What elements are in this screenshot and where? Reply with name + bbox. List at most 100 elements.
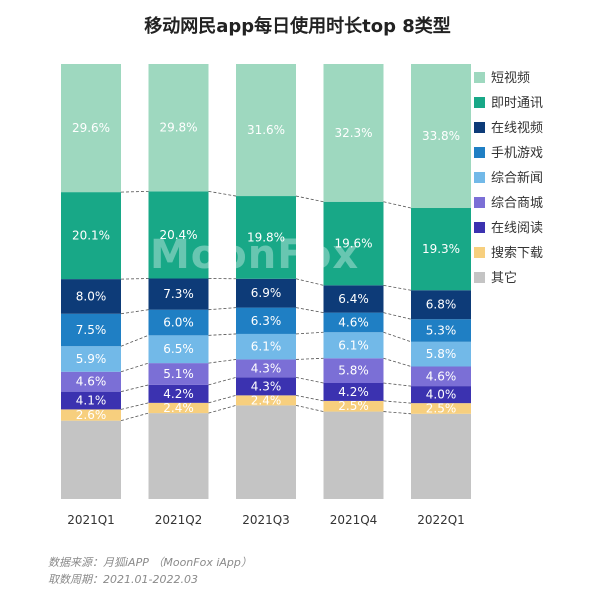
data-label-2021Q3-综合新闻: 6.1% <box>251 340 282 354</box>
connector-2021Q3-其它 <box>295 405 324 412</box>
bar-segment-2021Q1-在线视频 <box>61 279 121 314</box>
data-label-2021Q1-即时通讯: 20.1% <box>72 229 110 243</box>
bar-segment-2021Q2-在线阅读 <box>148 384 209 403</box>
data-label-2022Q1-在线阅读: 4.0% <box>426 388 457 402</box>
connector-2021Q4-搜索下载 <box>383 400 412 404</box>
legend-label-搜索下载: 搜索下载 <box>491 246 543 261</box>
bar-segment-2021Q2-其它 <box>148 413 209 499</box>
bar-segment-2022Q1-即时通讯 <box>411 208 471 291</box>
data-label-2021Q1-综合商城: 4.6% <box>76 375 107 389</box>
connector-2021Q3-在线阅读 <box>295 377 324 384</box>
data-label-2021Q1-综合新闻: 5.9% <box>76 352 107 366</box>
legend-label-其它: 其它 <box>491 270 517 286</box>
data-label-2021Q1-搜索下载: 2.6% <box>76 408 107 422</box>
data-label-2021Q2-综合新闻: 6.5% <box>163 342 194 356</box>
bar-segment-2021Q4-在线视频 <box>323 285 384 313</box>
data-label-2021Q2-在线视频: 7.3% <box>163 287 194 301</box>
data-label-2022Q1-手机游戏: 5.3% <box>426 323 457 337</box>
bar-segment-2021Q1-手机游戏 <box>61 313 121 347</box>
data-label-2022Q1-在线视频: 6.8% <box>426 298 457 312</box>
connector-2021Q4-其它 <box>383 411 412 415</box>
connector-2021Q1-在线阅读 <box>120 384 149 393</box>
bar-segment-2021Q4-综合新闻 <box>323 332 384 359</box>
legend-label-综合新闻: 综合新闻 <box>491 170 543 186</box>
connector-2021Q2-其它 <box>208 405 237 414</box>
connector-2021Q3-综合新闻 <box>295 331 324 335</box>
data-label-2021Q2-短视频: 29.8% <box>159 121 197 135</box>
bar-segment-2021Q2-综合商城 <box>148 363 209 385</box>
data-label-2021Q3-在线视频: 6.9% <box>251 286 282 300</box>
bar-segment-2021Q2-在线视频 <box>148 278 209 310</box>
x-tick-2022Q1: 2022Q1 <box>417 513 465 527</box>
bar-segment-2021Q3-搜索下载 <box>236 395 296 406</box>
bar-segment-2021Q4-手机游戏 <box>323 312 384 333</box>
bar-segment-2021Q2-搜索下载 <box>148 402 209 414</box>
bar-segment-2021Q4-短视频 <box>323 64 384 202</box>
footer: 数据来源：月狐iAPP （MoonFox iApp） 取数周期：2021.01-… <box>48 554 252 588</box>
legend-label-短视频: 短视频 <box>491 71 530 86</box>
data-label-2021Q4-综合新闻: 6.1% <box>338 338 369 352</box>
bar-segment-2021Q2-手机游戏 <box>148 309 209 336</box>
connector-2021Q4-在线视频 <box>383 284 412 291</box>
data-labels-group: 2.6%4.1%4.6%5.9%7.5%8.0%20.1%29.6%2.4%4.… <box>72 121 460 422</box>
data-label-2021Q3-即时通讯: 19.8% <box>247 230 285 244</box>
bar-segment-2021Q1-综合商城 <box>61 371 121 392</box>
bar-segment-2021Q1-在线阅读 <box>61 391 121 410</box>
bar-segment-2021Q2-即时通讯 <box>148 191 209 279</box>
data-label-2021Q1-在线视频: 8.0% <box>76 289 107 303</box>
data-label-2022Q1-搜索下载: 2.5% <box>426 401 457 415</box>
legend-swatch-短视频 <box>474 72 485 83</box>
data-label-2021Q3-搜索下载: 2.4% <box>251 393 282 407</box>
bar-segment-2022Q1-搜索下载 <box>411 403 471 414</box>
stacked-bar-chart: 2.6%4.1%4.6%5.9%7.5%8.0%20.1%29.6%2.4%4.… <box>61 64 543 527</box>
bar-segment-2021Q4-在线阅读 <box>323 383 384 401</box>
bar-segment-2021Q4-其它 <box>323 411 384 499</box>
connector-2021Q1-其它 <box>120 412 149 422</box>
data-label-2021Q2-手机游戏: 6.0% <box>163 316 194 330</box>
legend-label-在线阅读: 在线阅读 <box>491 221 543 236</box>
bar-segment-2022Q1-短视频 <box>411 64 471 209</box>
bar-segment-2021Q2-综合新闻 <box>148 335 209 364</box>
bar-segment-2022Q1-手机游戏 <box>411 319 471 342</box>
connector-2021Q3-搜索下载 <box>295 394 324 402</box>
connector-2021Q2-即时通讯 <box>208 190 237 197</box>
connector-2021Q1-综合新闻 <box>120 334 149 347</box>
data-label-2022Q1-综合商城: 4.6% <box>426 369 457 383</box>
legend-swatch-在线视频 <box>474 122 485 133</box>
bar-segment-2021Q3-综合新闻 <box>236 333 296 360</box>
connector-lines-group <box>120 190 412 422</box>
data-label-2021Q4-在线阅读: 4.2% <box>338 385 369 399</box>
bar-segment-2021Q2-短视频 <box>148 64 209 192</box>
x-tick-2021Q4: 2021Q4 <box>330 513 378 527</box>
x-tick-2021Q3: 2021Q3 <box>242 513 290 527</box>
watermark-logo: MoonFox <box>150 232 360 278</box>
bar-segment-2021Q3-短视频 <box>236 64 296 197</box>
connector-2021Q2-手机游戏 <box>208 307 237 311</box>
bar-segment-2022Q1-综合商城 <box>411 366 471 387</box>
connector-2021Q1-手机游戏 <box>120 309 149 315</box>
x-tick-2021Q1: 2021Q1 <box>67 513 115 527</box>
bar-segment-2022Q1-其它 <box>411 413 471 499</box>
data-label-2022Q1-短视频: 33.8% <box>422 129 460 143</box>
connector-2021Q4-综合商城 <box>383 357 412 367</box>
data-label-2021Q3-短视频: 31.6% <box>247 123 285 137</box>
connector-2021Q1-综合商城 <box>120 362 149 373</box>
data-label-2021Q4-即时通讯: 19.6% <box>334 237 372 251</box>
connector-2021Q2-综合商城 <box>208 359 237 364</box>
connector-2021Q2-在线阅读 <box>208 377 237 386</box>
legend-label-即时通讯: 即时通讯 <box>491 96 543 111</box>
connector-2021Q4-在线阅读 <box>383 382 412 387</box>
data-label-2021Q4-在线视频: 6.4% <box>338 292 369 306</box>
legend-label-综合商城: 综合商城 <box>491 196 543 211</box>
legend-label-在线视频: 在线视频 <box>491 121 543 136</box>
legend-swatch-即时通讯 <box>474 97 485 108</box>
footer-source: 数据来源：月狐iAPP （MoonFox iApp） <box>48 556 252 569</box>
connector-2021Q4-即时通讯 <box>383 201 412 209</box>
bar-segment-2021Q1-其它 <box>61 420 121 499</box>
bar-segment-2021Q1-短视频 <box>61 64 121 193</box>
bar-segment-2021Q3-即时通讯 <box>236 196 296 279</box>
legend-label-手机游戏: 手机游戏 <box>491 146 543 161</box>
legend-swatch-手机游戏 <box>474 147 485 158</box>
x-tick-2021Q2: 2021Q2 <box>155 513 203 527</box>
